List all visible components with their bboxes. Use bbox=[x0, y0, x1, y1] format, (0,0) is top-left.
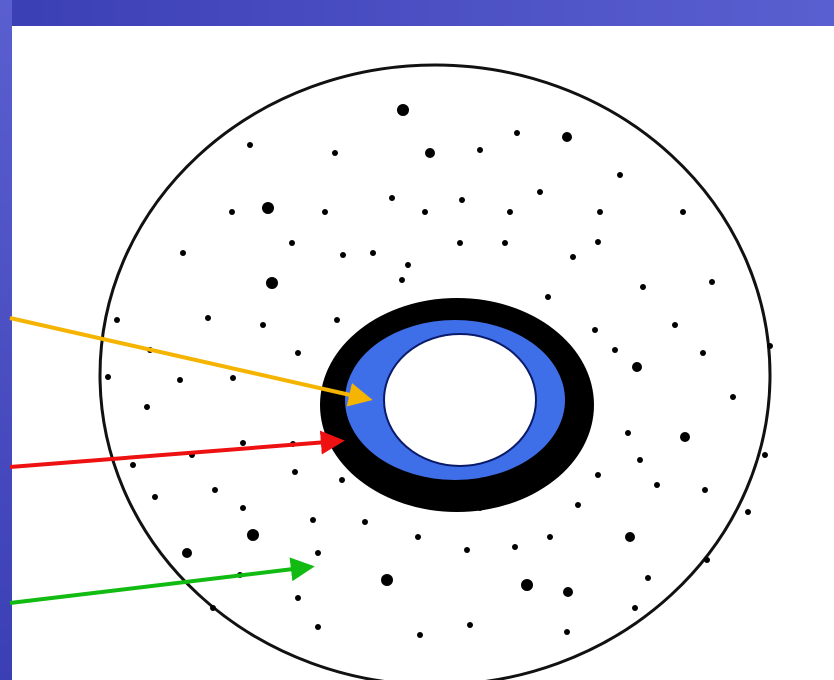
particle-dot bbox=[247, 529, 259, 541]
particle-dot bbox=[502, 240, 508, 246]
particle-dot bbox=[205, 315, 211, 321]
particle-dot bbox=[417, 632, 423, 638]
particle-dot bbox=[210, 605, 216, 611]
slide-frame-left bbox=[0, 0, 12, 680]
particle-dot bbox=[537, 189, 543, 195]
particle-dot bbox=[339, 477, 345, 483]
particle-dot bbox=[564, 629, 570, 635]
particle-dot bbox=[334, 317, 340, 323]
particle-dot bbox=[457, 240, 463, 246]
particle-dot bbox=[545, 294, 551, 300]
particle-dot bbox=[295, 595, 301, 601]
particle-dot bbox=[570, 254, 576, 260]
arrow-green bbox=[9, 557, 315, 605]
particle-dot bbox=[230, 375, 236, 381]
particle-dot bbox=[654, 482, 660, 488]
particle-dot bbox=[389, 195, 395, 201]
slide-frame-top bbox=[0, 0, 834, 26]
particle-dot bbox=[514, 130, 520, 136]
particle-dot bbox=[547, 534, 553, 540]
particle-dot bbox=[180, 250, 186, 256]
particle-dot bbox=[182, 548, 192, 558]
particle-dot bbox=[262, 202, 274, 214]
particle-dot bbox=[640, 284, 646, 290]
particle-dot bbox=[680, 432, 690, 442]
particle-dot bbox=[289, 240, 295, 246]
particle-dot bbox=[597, 209, 603, 215]
particle-dot bbox=[521, 579, 533, 591]
particle-dot bbox=[700, 350, 706, 356]
particle-dot bbox=[745, 509, 751, 515]
particle-dot bbox=[702, 487, 708, 493]
particle-dot bbox=[362, 519, 368, 525]
particle-dot bbox=[730, 394, 736, 400]
particle-dot bbox=[315, 550, 321, 556]
particle-dot bbox=[762, 452, 768, 458]
particle-dot bbox=[562, 132, 572, 142]
particle-dot bbox=[632, 605, 638, 611]
particle-dot bbox=[680, 209, 686, 215]
particle-dot bbox=[114, 317, 120, 323]
particle-dot bbox=[240, 440, 246, 446]
particle-dot bbox=[425, 148, 435, 158]
particle-dot bbox=[399, 277, 405, 283]
particle-dot bbox=[617, 172, 623, 178]
particle-dot bbox=[637, 457, 643, 463]
particle-dot bbox=[322, 209, 328, 215]
particle-dot bbox=[595, 472, 601, 478]
particle-dot bbox=[292, 469, 298, 475]
particle-dot bbox=[340, 252, 346, 258]
particle-dot bbox=[477, 147, 483, 153]
particle-dot bbox=[144, 404, 150, 410]
particle-dot bbox=[332, 150, 338, 156]
particle-dot bbox=[381, 574, 393, 586]
particle-dot bbox=[672, 322, 678, 328]
particle-dot bbox=[563, 587, 573, 597]
particle-dot bbox=[625, 430, 631, 436]
particle-dot bbox=[422, 209, 428, 215]
particle-dot bbox=[266, 277, 278, 289]
particle-dot bbox=[370, 250, 376, 256]
arrow-red bbox=[9, 430, 345, 469]
particle-dot bbox=[105, 374, 111, 380]
particle-dot bbox=[575, 502, 581, 508]
particle-dot bbox=[709, 279, 715, 285]
particle-dot bbox=[704, 557, 710, 563]
particle-dot bbox=[260, 322, 266, 328]
white-core bbox=[383, 333, 537, 467]
particle-dot bbox=[612, 347, 618, 353]
particle-dot bbox=[507, 209, 513, 215]
particle-dot bbox=[632, 362, 642, 372]
particle-dot bbox=[405, 262, 411, 268]
arrow-yellow bbox=[9, 316, 373, 407]
particle-dot bbox=[315, 624, 321, 630]
particle-dot bbox=[295, 350, 301, 356]
particle-dot bbox=[592, 327, 598, 333]
particle-dot bbox=[240, 505, 246, 511]
particle-dot bbox=[130, 462, 136, 468]
particle-dot bbox=[212, 487, 218, 493]
particle-dot bbox=[595, 239, 601, 245]
particle-dot bbox=[247, 142, 253, 148]
particle-dot bbox=[459, 197, 465, 203]
particle-dot bbox=[464, 547, 470, 553]
particle-dot bbox=[512, 544, 518, 550]
particle-dot bbox=[467, 622, 473, 628]
particle-dot bbox=[152, 494, 158, 500]
particle-dot bbox=[625, 532, 635, 542]
particle-dot bbox=[645, 575, 651, 581]
particle-dot bbox=[229, 209, 235, 215]
particle-dot bbox=[767, 343, 773, 349]
particle-dot bbox=[397, 104, 409, 116]
particle-dot bbox=[310, 517, 316, 523]
particle-dot bbox=[415, 534, 421, 540]
particle-dot bbox=[177, 377, 183, 383]
